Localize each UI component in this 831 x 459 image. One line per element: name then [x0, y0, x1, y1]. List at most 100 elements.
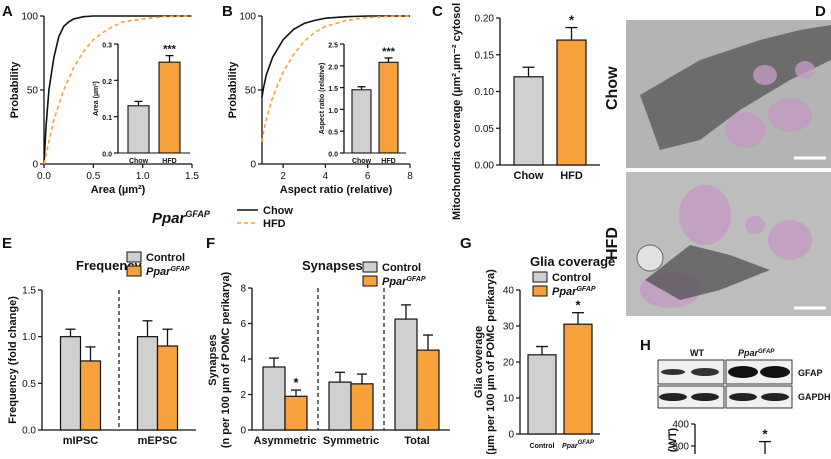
panel-d-micrographs: Chow HFD	[604, 20, 831, 316]
bar-E-bar-mepsc-0	[136, 336, 159, 431]
legend-g-treated-swatch	[532, 285, 548, 297]
em-hfd-vesicle	[636, 244, 664, 272]
panel-e-frequency: 0.0 0.5 1.0 1.5 mIPSC mEPSC Frequency Frequency…	[7, 258, 196, 447]
inset-A-y-tick-label: 0.2	[102, 79, 112, 86]
panel-b-cdf-aspect: 0 50 100 2 4 6 8 Aspect ratio (relative) Probabi…	[227, 12, 413, 197]
em-chow-mito-3	[753, 65, 777, 85]
em-hfd-mito-3	[745, 216, 765, 234]
cdf-A-x-tick-label: 1.5	[185, 171, 199, 182]
legend-e-treated-swatch	[126, 265, 142, 277]
bar-F-bar-symmetric-1	[350, 383, 374, 431]
inset-B-y-tick-label: 2.5	[328, 43, 338, 50]
bar-H-y-tick-label: 300	[672, 442, 689, 453]
bar-C-x-label: Chow	[514, 170, 544, 182]
blot-row-gapdh: GAPDH	[798, 392, 831, 402]
panel-label-f: F	[206, 235, 215, 252]
cdf-B-y-label: Probability	[227, 61, 239, 119]
legend-f: Control PparGFAP	[362, 261, 426, 288]
bar-E-y-tick-label: 0.0	[22, 426, 36, 437]
panel-label-b: B	[222, 3, 233, 20]
bar-C-y-tick-label: 0.10	[475, 87, 495, 98]
blot-band	[761, 393, 789, 401]
bar-E-bar-mepsc-1	[156, 345, 179, 431]
bar-F2-y-label: (n per 100 µm of POMC perikarya)	[220, 272, 232, 449]
bar-F-y-label: Synapses	[207, 334, 219, 385]
cdf-A-y-label: Probability	[9, 61, 21, 119]
inset-B-y-tick-label: 1.0	[328, 108, 338, 115]
inset-B-y-tick-label: 0.5	[328, 130, 338, 137]
cdf-B-y-tick-label: 100	[239, 12, 256, 23]
bar-G-y-tick-label: 0	[508, 430, 514, 441]
bar-G-y-label: Glia coverage	[473, 326, 485, 398]
cdf-A-series-hfd	[43, 15, 193, 165]
bar-E-bar-mipsc-0	[59, 336, 82, 431]
bar-H-y-tick-label: 400	[672, 420, 689, 431]
em-hfd-membrane	[645, 245, 770, 300]
panel-b-inset: 0.0 0.5 1.0 1.5 2.0 2.5 Aspect ratio (relative…	[319, 43, 406, 165]
panel-h-blot: WT PparGFAP GFAP GAPDH	[657, 348, 831, 409]
legend-hfd-label: HFD	[263, 218, 286, 230]
bar-F-bar-asymmetric-0	[262, 366, 286, 431]
legend-e-treated-label: PparGFAP	[146, 266, 190, 278]
bar-C-bar-0	[513, 76, 544, 166]
inset-B-y-tick-label: 2.0	[328, 64, 338, 71]
cdf-A-x-tick-label: 0.0	[37, 171, 51, 182]
inset-B-y-tick-label: 1.5	[328, 86, 338, 93]
blot-ppar-label: PparGFAP	[738, 348, 775, 358]
bar-E-y-label: Frequency (fold change)	[7, 296, 19, 424]
cdf-B-x-tick-label: 6	[365, 171, 371, 182]
cdf-B-x-tick-label: 2	[280, 171, 286, 182]
cdf-B-series-chow	[261, 15, 410, 98]
legend-f-treated-label: PparGFAP	[382, 276, 426, 288]
inset-A-x-label: Chow	[129, 158, 149, 165]
bar-E-y-tick-label: 0.5	[22, 379, 36, 390]
em-hfd-mito-2	[768, 220, 812, 260]
bar-G-bar-0	[527, 354, 557, 435]
bar-F-y-tick-label: 2	[240, 390, 246, 401]
blot-row-gfap: GFAP	[798, 368, 823, 378]
bar-E-bar-mipsc-1	[79, 360, 102, 431]
legend-e: Control PparGFAP	[126, 251, 190, 278]
bar-G-x-label: PparGFAP	[562, 440, 595, 450]
bar-F-title: Synapses	[302, 258, 363, 273]
bar-F-y-tick-label: 0	[240, 426, 246, 437]
bar-F-x-label: Symmetric	[323, 435, 379, 447]
legend-e-control-swatch	[126, 251, 142, 263]
legend-genotype: PparGFAP	[152, 209, 211, 227]
bar-F-y-tick-label: 4	[240, 355, 246, 366]
bar-F-y-tick-label: 8	[240, 284, 246, 295]
inset-B-significance: ***	[382, 46, 396, 58]
legend-e-control-label: Control	[146, 252, 185, 264]
inset-B-x-label: Chow	[352, 158, 372, 165]
bar-F-x-label: Total	[404, 435, 429, 447]
inset-A-y-tick-label: 0.1	[102, 115, 112, 122]
bar-C-y-tick-label: 0.05	[475, 124, 495, 135]
legend-g: Control PparGFAP	[532, 271, 596, 298]
bar-G-x-label: Control	[530, 443, 555, 450]
inset-B-bar-hfd	[378, 61, 399, 154]
cdf-B-x-label: Aspect ratio (relative)	[280, 184, 393, 196]
bar-F-bar-total-0	[394, 318, 418, 431]
bar-H-significance: *	[762, 427, 768, 442]
bar-H-y-label: (WT)	[667, 427, 679, 452]
legend-f-treated-swatch	[362, 275, 378, 287]
bar-F-bar-total-1	[416, 349, 440, 431]
cdf-A-x-label: Area (µm²)	[91, 184, 146, 196]
blot-band	[728, 366, 758, 378]
em-chow-membrane	[640, 25, 831, 150]
inset-A-y-tick-label: 0.3	[102, 43, 112, 50]
em-chow-mito-1	[725, 112, 765, 148]
cdf-A-x-tick-label: 0.5	[86, 171, 100, 182]
inset-B-y-label: Aspect ratio (relative)	[319, 63, 326, 135]
blot-band	[691, 368, 719, 376]
em-chow-mito-4	[795, 61, 815, 79]
panel-c-mito-coverage: 0.00 0.05 0.10 0.15 0.20 Chow * HFD Mitochondria…	[451, 0, 600, 220]
inset-B-x-label: HFD	[381, 158, 395, 165]
bar-E-x-label: mEPSC	[138, 435, 178, 447]
em-chow-label: Chow	[604, 66, 621, 110]
bar-G-y-tick-label: 20	[503, 358, 515, 369]
cdf-A-y-tick-label: 100	[21, 12, 38, 23]
cdf-A-series-chow	[43, 15, 192, 165]
